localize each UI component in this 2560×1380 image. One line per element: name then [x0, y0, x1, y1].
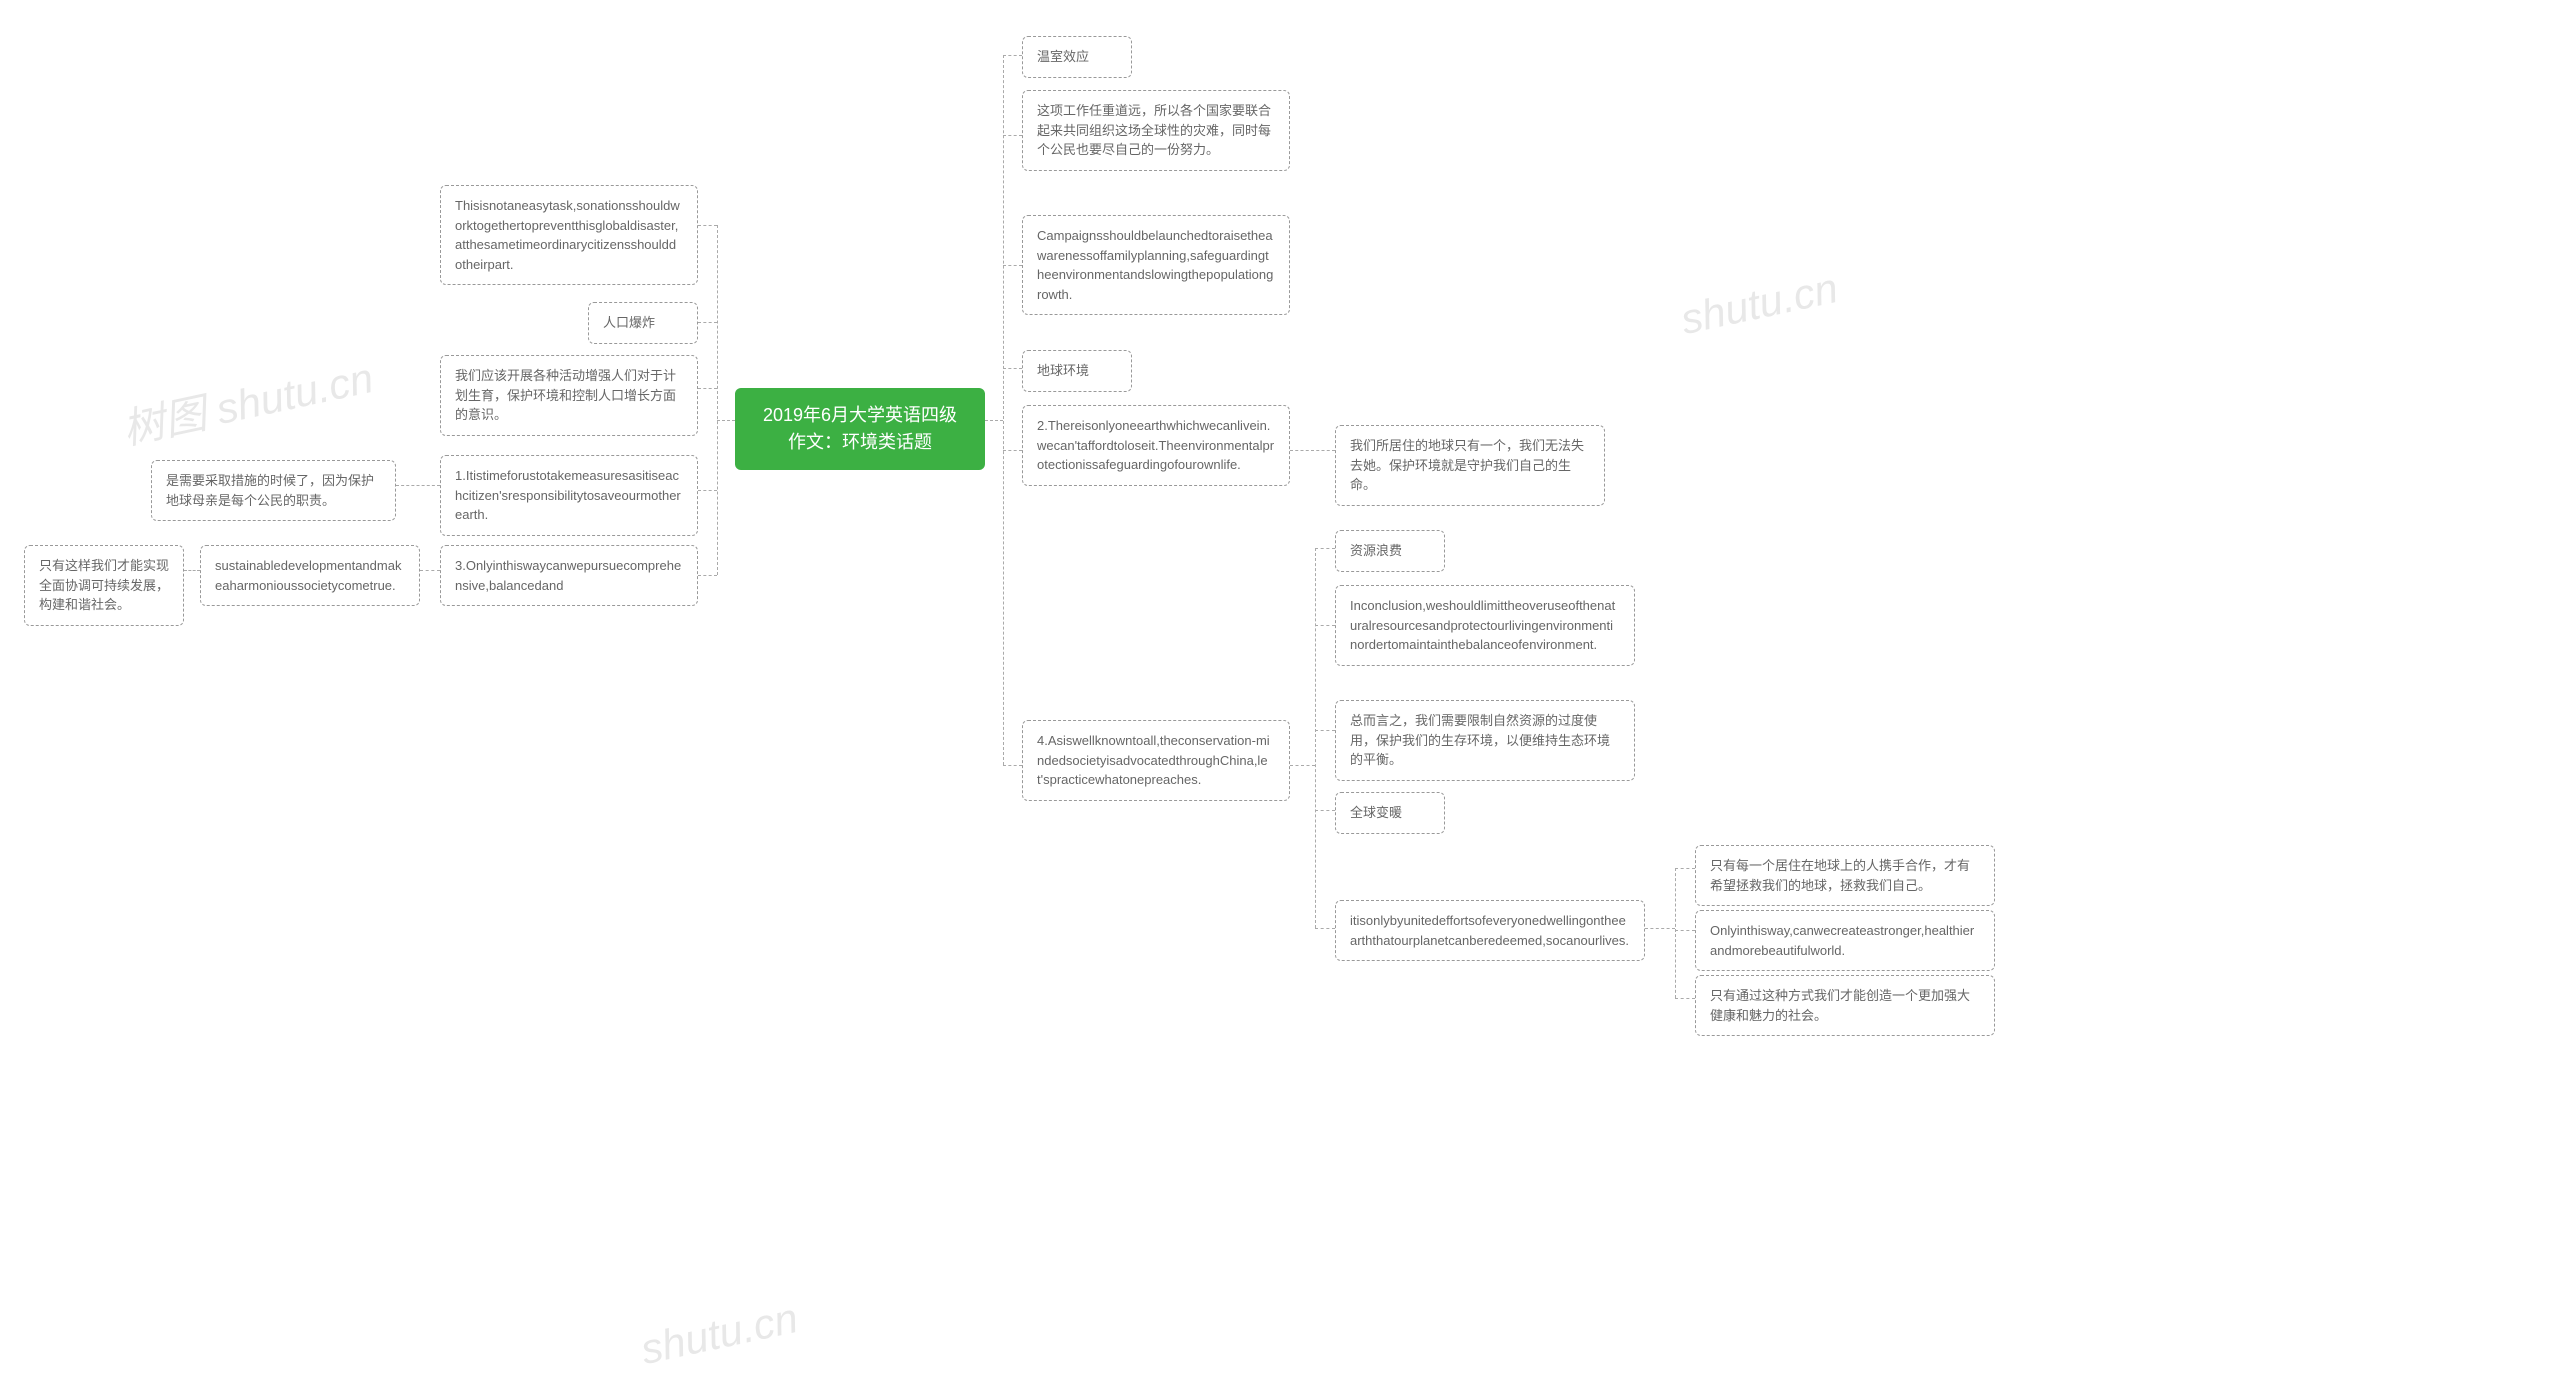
connector — [1315, 730, 1335, 731]
left-node-5-child-1[interactable]: sustainabledevelopmentandmakeaharmonious… — [200, 545, 420, 606]
right-node-6-child-1[interactable]: 资源浪费 — [1335, 530, 1445, 572]
right-node-6-child-3[interactable]: 总而言之，我们需要限制自然资源的过度使用，保护我们的生存环境，以便维持生态环境的… — [1335, 700, 1635, 781]
connector — [698, 322, 717, 323]
left-node-2[interactable]: 人口爆炸 — [588, 302, 698, 344]
connector — [717, 225, 718, 575]
watermark: shutu.cn — [1677, 264, 1842, 344]
connector — [985, 420, 1003, 421]
connector — [1315, 928, 1335, 929]
connector — [420, 570, 440, 571]
connector — [396, 485, 440, 486]
connector — [1645, 928, 1675, 929]
connector — [1003, 450, 1022, 451]
connector — [184, 570, 200, 571]
right-node-1[interactable]: 温室效应 — [1022, 36, 1132, 78]
right-node-3[interactable]: Campaignsshouldbelaunchedtoraisetheaware… — [1022, 215, 1290, 315]
right-node-2[interactable]: 这项工作任重道远，所以各个国家要联合起来共同组织这场全球性的灾难，同时每个公民也… — [1022, 90, 1290, 171]
right-node-6-child-5[interactable]: itisonlybyunitedeffortsofeveryonedwellin… — [1335, 900, 1645, 961]
connector — [1290, 450, 1335, 451]
left-node-1[interactable]: Thisisnotaneasytask,sonationsshouldworkt… — [440, 185, 698, 285]
root-node[interactable]: 2019年6月大学英语四级 作文：环境类话题 — [735, 388, 985, 470]
right-node-5-child[interactable]: 我们所居住的地球只有一个，我们无法失去她。保护环境就是守护我们自己的生命。 — [1335, 425, 1605, 506]
connector — [698, 388, 717, 389]
right-node-5[interactable]: 2.Thereisonlyoneearthwhichwecanlivein.we… — [1022, 405, 1290, 486]
connector — [1003, 265, 1022, 266]
right-leaf-2[interactable]: Onlyinthisway,canwecreateastronger,healt… — [1695, 910, 1995, 971]
connector — [1675, 998, 1695, 999]
connector — [1003, 135, 1022, 136]
left-node-5[interactable]: 3.Onlyinthiswaycanwepursuecomprehensive,… — [440, 545, 698, 606]
watermark: 树图 shutu.cn — [116, 344, 378, 457]
connector — [717, 420, 735, 421]
connector — [1675, 868, 1676, 998]
connector — [698, 225, 717, 226]
connector — [1003, 55, 1004, 765]
right-node-6-child-4[interactable]: 全球变暖 — [1335, 792, 1445, 834]
left-node-4-child[interactable]: 是需要采取措施的时候了，因为保护地球母亲是每个公民的职责。 — [151, 460, 396, 521]
connector — [698, 575, 717, 576]
right-leaf-3[interactable]: 只有通过这种方式我们才能创造一个更加强大健康和魅力的社会。 — [1695, 975, 1995, 1036]
right-node-6[interactable]: 4.Asiswellknowntoall,theconservation-min… — [1022, 720, 1290, 801]
connector — [1315, 810, 1335, 811]
right-node-6-child-2[interactable]: Inconclusion,weshouldlimittheoveruseofth… — [1335, 585, 1635, 666]
right-leaf-1[interactable]: 只有每一个居住在地球上的人携手合作，才有希望拯救我们的地球，拯救我们自己。 — [1695, 845, 1995, 906]
watermark: shutu.cn — [637, 1294, 802, 1374]
connector — [1290, 765, 1315, 766]
left-node-3[interactable]: 我们应该开展各种活动增强人们对于计划生育，保护环境和控制人口增长方面的意识。 — [440, 355, 698, 436]
connector — [1003, 368, 1022, 369]
connector — [1315, 625, 1335, 626]
connector — [1675, 930, 1695, 931]
connector — [1315, 548, 1335, 549]
connector — [1003, 55, 1022, 56]
connector — [1003, 765, 1022, 766]
left-node-4[interactable]: 1.Itistimeforustotakemeasuresasitiseachc… — [440, 455, 698, 536]
connector — [1315, 548, 1316, 928]
connector — [1675, 868, 1695, 869]
right-node-4[interactable]: 地球环境 — [1022, 350, 1132, 392]
left-node-5-child-2[interactable]: 只有这样我们才能实现全面协调可持续发展，构建和谐社会。 — [24, 545, 184, 626]
connector — [698, 490, 717, 491]
